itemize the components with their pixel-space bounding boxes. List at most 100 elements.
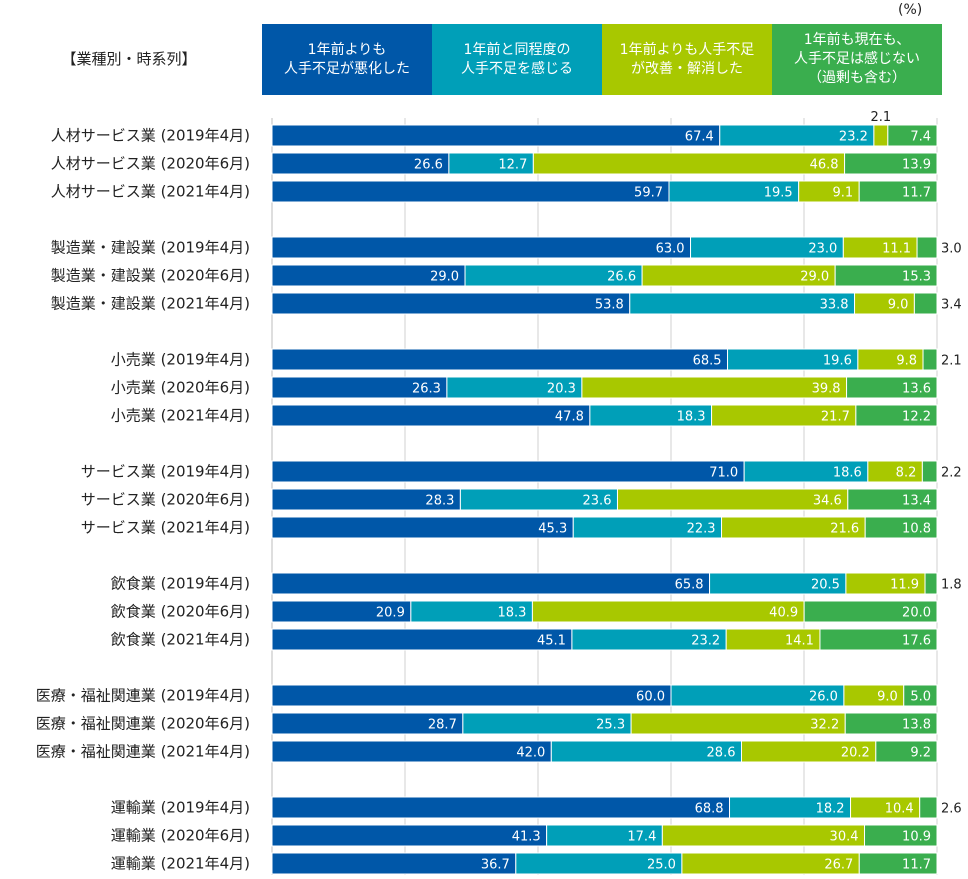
data-label: 26.0 <box>809 690 838 705</box>
bar-segment <box>875 740 938 763</box>
data-label: 21.7 <box>821 410 850 425</box>
data-label: 8.2 <box>896 466 917 481</box>
data-label: 45.1 <box>537 634 566 649</box>
data-label: 53.8 <box>595 298 624 313</box>
legend-item-same: 1年前と同程度の 人手不足を感じる <box>432 24 602 95</box>
data-label: 12.7 <box>498 158 527 173</box>
data-label: 30.4 <box>830 830 859 845</box>
data-label: 46.8 <box>810 158 839 173</box>
data-label: 26.6 <box>607 270 636 285</box>
data-label: 10.4 <box>885 802 914 817</box>
bar-segment <box>922 348 938 371</box>
data-label: 29.0 <box>800 270 829 285</box>
legend-item-improved: 1年前よりも人手不足 が改善・解消した <box>602 24 772 95</box>
category-label: 医療・福祉関連業 (2020年6月) <box>36 715 250 733</box>
bar-segment <box>858 852 938 875</box>
bar-segment <box>271 852 517 875</box>
data-label: 1.8 <box>941 578 962 593</box>
data-label: 5.0 <box>910 690 931 705</box>
bar-segment <box>271 628 573 651</box>
bar-row: 運輸業 (2021年4月) 36.7 25.0 26.7 11.7 <box>111 852 938 875</box>
bar-row: 飲食業 (2021年4月) 45.1 23.2 14.1 17.6 <box>111 628 938 651</box>
data-label: 13.9 <box>902 158 931 173</box>
data-label: 71.0 <box>709 466 738 481</box>
bar-segment <box>844 152 938 175</box>
data-label: 13.4 <box>902 494 931 509</box>
data-label: 68.8 <box>695 802 724 817</box>
data-label: 40.9 <box>769 606 798 621</box>
data-label: 19.6 <box>823 354 852 369</box>
data-label: 67.4 <box>685 130 714 145</box>
data-label: 20.5 <box>811 578 840 593</box>
bar-segment <box>913 292 938 315</box>
data-label: 9.1 <box>833 186 854 201</box>
data-label: 26.7 <box>824 858 853 873</box>
data-label: 9.0 <box>888 298 909 313</box>
data-label: 17.6 <box>902 634 931 649</box>
data-label: 18.2 <box>816 802 845 817</box>
data-label: 20.2 <box>841 746 870 761</box>
category-label: 小売業 (2020年6月) <box>111 379 250 397</box>
bar-segment <box>864 824 938 847</box>
data-label: 9.8 <box>896 354 917 369</box>
bar-segment <box>271 684 672 707</box>
data-label: 20.3 <box>547 382 576 397</box>
data-label: 17.4 <box>627 830 656 845</box>
category-label: 医療・福祉関連業 (2019年4月) <box>36 687 250 705</box>
bar-row: 小売業 (2019年4月) 68.5 19.6 9.8 2.1 <box>111 348 962 371</box>
bar-segment <box>887 124 938 147</box>
legend-item-worsened: 1年前よりも 人手不足が悪化した <box>262 24 432 95</box>
bar-segment <box>271 460 745 483</box>
data-label: 20.9 <box>376 606 405 621</box>
bar-row: サービス業 (2019年4月) 71.0 18.6 8.2 2.2 <box>81 460 962 483</box>
data-label: 23.6 <box>583 494 612 509</box>
data-label: 9.0 <box>877 690 898 705</box>
bar-row: 製造業・建設業 (2019年4月) 63.0 23.0 11.1 3.0 <box>51 236 962 259</box>
category-label: サービス業 (2021年4月) <box>81 519 250 537</box>
data-label: 7.4 <box>910 130 931 145</box>
data-label: 15.3 <box>902 270 931 285</box>
bar-row: 運輸業 (2020年6月) 41.3 17.4 30.4 10.9 <box>111 824 938 847</box>
bar-row: 運輸業 (2019年4月) 68.8 18.2 10.4 2.6 <box>111 796 962 819</box>
category-label: 人材サービス業 (2020年6月) <box>51 155 250 173</box>
data-label: 63.0 <box>656 242 685 257</box>
data-label: 12.2 <box>902 410 931 425</box>
data-label: 33.8 <box>820 298 849 313</box>
data-label: 14.1 <box>785 634 814 649</box>
data-label: 19.5 <box>764 186 793 201</box>
data-label: 41.3 <box>512 830 541 845</box>
bar-row: サービス業 (2021年4月) 45.3 22.3 21.6 10.8 <box>81 516 938 539</box>
data-label: 10.8 <box>902 522 931 537</box>
category-label: 製造業・建設業 (2021年4月) <box>51 295 250 313</box>
category-label: 小売業 (2019年4月) <box>111 351 250 369</box>
data-label: 59.7 <box>634 186 663 201</box>
data-label: 10.9 <box>902 830 931 845</box>
category-label: 製造業・建設業 (2019年4月) <box>51 239 250 257</box>
data-label: 9.2 <box>910 746 931 761</box>
bar-row: 人材サービス業 (2019年4月) 67.4 23.22.1 7.4 <box>51 110 938 147</box>
bar-segment <box>271 348 729 371</box>
data-label: 2.1 <box>941 354 962 369</box>
data-label: 45.3 <box>538 522 567 537</box>
bar-segment <box>271 740 552 763</box>
data-label: 13.8 <box>902 718 931 733</box>
bar-segment <box>921 460 938 483</box>
bar-segment <box>271 180 670 203</box>
bar-row: 小売業 (2020年6月) 26.3 20.3 39.8 13.6 <box>111 376 938 399</box>
bar-row: サービス業 (2020年6月) 28.3 23.6 34.6 13.4 <box>81 488 938 511</box>
data-label: 60.0 <box>636 690 665 705</box>
bar-segment <box>864 516 938 539</box>
bar-row: 医療・福祉関連業 (2019年4月) 60.0 26.0 9.0 5.0 <box>36 684 938 707</box>
bar-segment <box>803 600 938 623</box>
bar-row: 小売業 (2021年4月) 47.8 18.3 21.7 12.2 <box>111 404 938 427</box>
data-label: 3.0 <box>941 242 962 257</box>
bar-segment <box>531 600 805 623</box>
category-label: 小売業 (2021年4月) <box>111 407 250 425</box>
data-label: 68.5 <box>693 354 722 369</box>
bar-segment <box>271 572 711 595</box>
category-label: 飲食業 (2020年6月) <box>111 603 250 621</box>
data-label: 20.0 <box>902 606 931 621</box>
data-label: 22.3 <box>687 522 716 537</box>
data-label: 42.0 <box>516 746 545 761</box>
